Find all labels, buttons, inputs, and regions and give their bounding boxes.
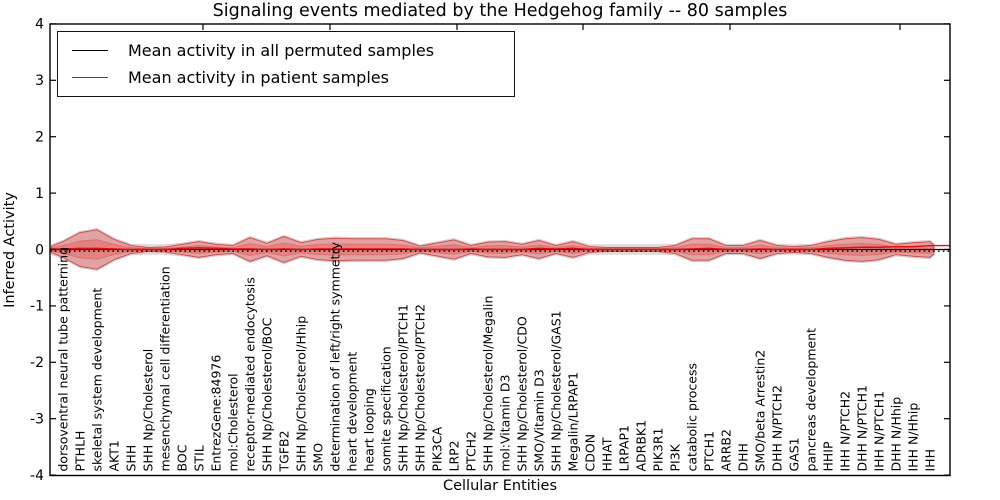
y-tick-label: -1 [30, 299, 44, 315]
x-tick-label: PI3K [668, 443, 683, 471]
x-tick-label: SMO/beta Arrestin2 [753, 350, 768, 472]
x-tick-label: mesenchymal cell differentiation [158, 266, 173, 471]
x-tick-label: DHH N/PTCH1 [855, 385, 870, 471]
permuted-mean-line-swatch [72, 49, 108, 51]
x-tick-label: ARRB2 [719, 429, 734, 471]
x-tick-label: AKT1 [107, 440, 122, 471]
legend-entry-patient: Mean activity in patient samples [72, 68, 514, 87]
x-tick-label: SHH Np/Cholesterol/Megalin [481, 296, 496, 472]
y-tick-label: -4 [30, 468, 44, 484]
x-tick-label: SHH [124, 445, 139, 472]
x-tick-label: IHH N/Hhip [906, 403, 921, 472]
x-tick-label: IHH [923, 449, 938, 472]
x-tick-label: receptor-mediated endocytosis [243, 277, 258, 471]
x-tick-label: SHH Np/Cholesterol/PTCH2 [413, 304, 428, 472]
x-tick-label: TGFB2 [277, 430, 292, 472]
x-tick-label: GAS1 [787, 437, 802, 471]
legend-label-permuted: Mean activity in all permuted samples [128, 40, 435, 60]
x-tick-label: DHH N/Hhip [889, 397, 904, 472]
x-tick-label: skeletal system development [90, 288, 105, 472]
x-tick-label: SHH Np/Cholesterol/GAS1 [549, 310, 564, 471]
x-tick-label: ADRBK1 [634, 420, 649, 472]
x-tick-label: PTCH1 [702, 431, 717, 472]
x-tick-label: heart development [345, 352, 360, 472]
x-tick-label: HHIP [821, 441, 836, 471]
x-tick-label: SHH Np/Cholesterol [141, 349, 156, 472]
patient-mean-line [50, 244, 950, 251]
x-tick-label: heart looping [362, 388, 377, 471]
x-tick-label: PIK3CA [430, 426, 445, 471]
x-tick-label: determination of left/right symmetry [328, 241, 343, 471]
x-tick-label: LRP2 [447, 440, 462, 471]
patient-mean-line-swatch [72, 77, 108, 79]
x-tick-label: pancreas development [804, 328, 819, 472]
x-tick-label: SHH Np/Cholesterol/BOC [260, 317, 275, 471]
x-tick-label: IHH N/PTCH2 [838, 391, 853, 472]
x-tick-label: somite specification [379, 346, 394, 471]
x-tick-label: Megalin/LRPAP1 [566, 372, 581, 472]
x-tick-label: EntrezGene:84976 [209, 355, 224, 472]
x-axis-title: Cellular Entities [442, 478, 558, 494]
x-tick-label: PIK3R1 [651, 427, 666, 471]
x-tick-label: SHH Np/Cholesterol/Hhip [294, 316, 309, 472]
chart-title: Signaling events mediated by the Hedgeho… [212, 1, 788, 21]
y-tick-label: 4 [35, 17, 44, 33]
y-tick-label: 2 [35, 130, 44, 146]
x-tick-label: IHH N/PTCH1 [872, 391, 887, 472]
x-tick-label: HHAT [600, 437, 615, 471]
y-tick-label: -2 [30, 355, 44, 371]
x-tick-label: mol:Cholesterol [226, 373, 241, 471]
x-tick-label: CDON [583, 434, 598, 472]
legend-entry-permuted: Mean activity in all permuted samples [72, 41, 514, 60]
x-tick-label: LRPAP1 [617, 425, 632, 471]
y-tick-label: 1 [35, 186, 44, 202]
x-tick-label: SHH Np/Cholesterol/PTCH1 [396, 304, 411, 472]
x-tick-label: SMO/Vitamin D3 [532, 369, 547, 471]
x-tick-label: DHH [736, 443, 751, 471]
x-tick-label: mol:Vitamin D3 [498, 375, 513, 472]
x-tick-label: SHH Np/Cholesterol/CDO [515, 316, 530, 471]
y-tick-label: 0 [35, 242, 44, 258]
x-tick-label: DHH N/PTCH2 [770, 385, 785, 471]
y-tick-label: -3 [30, 412, 44, 428]
x-tick-label: dorsoventral neural tube patterning [56, 247, 71, 472]
x-tick-label: STIL [192, 445, 207, 471]
x-tick-label: PTCH2 [464, 431, 479, 472]
x-tick-label: PTHLH [73, 431, 88, 472]
x-tick-label: SMO [311, 443, 326, 472]
y-tick-label: 3 [35, 73, 44, 89]
x-tick-label: BOC [175, 444, 190, 471]
legend-label-patient: Mean activity in patient samples [128, 68, 389, 88]
x-tick-label: catabolic process [685, 363, 700, 472]
legend: Mean activity in all permuted samples Me… [57, 31, 515, 97]
